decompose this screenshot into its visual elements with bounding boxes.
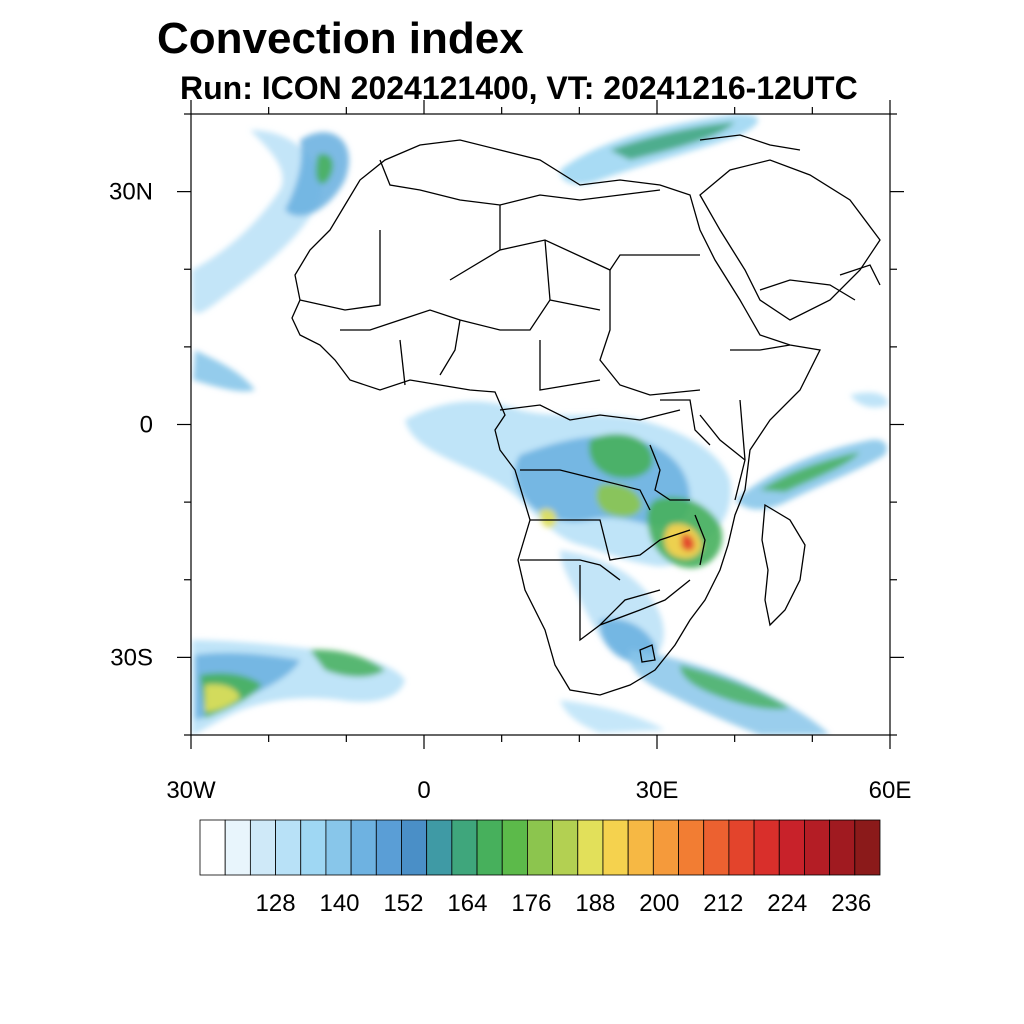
lon-tick-label: 30E — [636, 777, 679, 804]
colorbar-swatch — [678, 819, 705, 876]
colorbar-label: 188 — [575, 890, 615, 917]
colorbar-swatch — [854, 819, 881, 876]
colorbar-swatch — [501, 819, 528, 876]
coastlines — [291, 134, 881, 696]
colorbar-label: 224 — [767, 890, 807, 917]
colorbar-label: 200 — [639, 890, 679, 917]
map-axes: 30N 0 30S 30W 0 30E 60E — [109, 100, 911, 804]
colorbar-swatch — [300, 819, 327, 876]
lat-tick-label: 30N — [109, 179, 153, 206]
colorbar-label: 128 — [256, 890, 296, 917]
colorbar-swatch — [602, 819, 629, 876]
colorbar-swatch — [829, 819, 856, 876]
colorbar-label: 212 — [703, 890, 743, 917]
colorbar-swatch — [753, 819, 780, 876]
lon-tick-label: 30W — [166, 777, 216, 804]
colorbar-swatch — [350, 819, 377, 876]
colorbar-swatch — [527, 819, 553, 876]
colorbar-swatch — [652, 819, 679, 876]
colorbar-swatch — [804, 819, 831, 876]
colorbar-swatch — [325, 819, 352, 876]
colorbar-label: 164 — [447, 890, 487, 917]
convection-field — [192, 114, 888, 735]
colorbar-swatch — [627, 819, 654, 876]
colorbar-swatch — [249, 819, 276, 876]
colorbar-swatch — [426, 819, 453, 876]
colorbar-label: 140 — [319, 890, 359, 917]
colorbar-swatch — [476, 819, 503, 876]
colorbar-swatch — [451, 819, 478, 876]
lon-tick-label: 0 — [417, 777, 430, 804]
colorbar-swatch — [728, 819, 755, 876]
lat-tick-label: 0 — [140, 412, 153, 439]
lon-tick-label: 60E — [869, 777, 912, 804]
colorbar: 128 140 152 164 176 188 200 212 224 236 — [199, 819, 881, 917]
colorbar-swatch — [552, 819, 579, 876]
colorbar-swatch — [401, 819, 428, 876]
colorbar-swatch — [375, 819, 402, 876]
colorbar-swatch — [703, 819, 730, 876]
colorbar-swatch — [199, 819, 226, 876]
chart-title: Convection index — [157, 14, 524, 63]
colorbar-swatch — [275, 819, 302, 876]
colorbar-label: 176 — [511, 890, 551, 917]
lat-tick-label: 30S — [110, 644, 153, 671]
colorbar-label: 236 — [831, 890, 871, 917]
chart-subtitle: Run: ICON 2024121400, VT: 20241216-12UTC — [180, 70, 858, 106]
colorbar-swatch — [577, 819, 604, 876]
colorbar-swatch — [778, 819, 805, 876]
colorbar-label: 152 — [383, 890, 423, 917]
colorbar-swatch — [224, 819, 251, 876]
